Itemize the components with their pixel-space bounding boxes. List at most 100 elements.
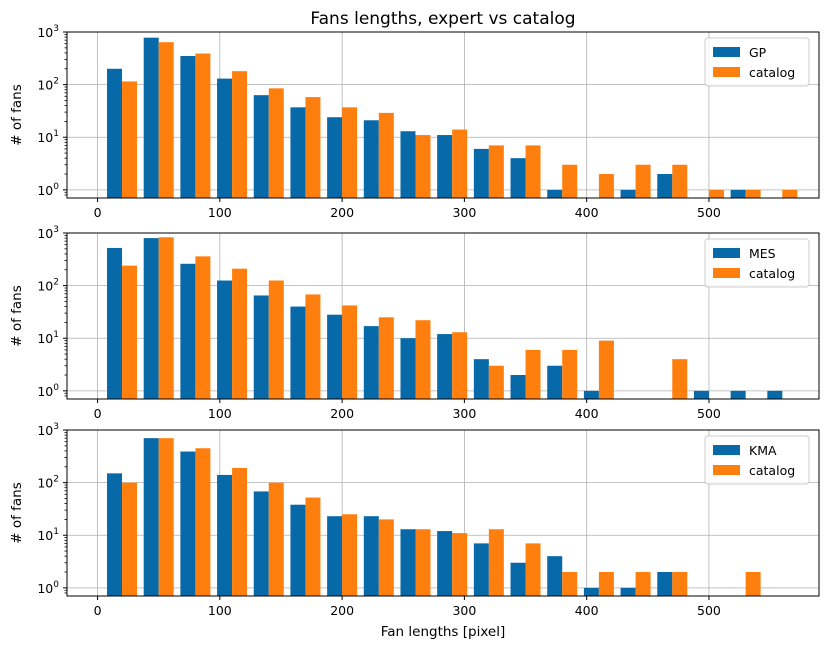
bar-gp-20 (107, 68, 123, 198)
bar-kma-80 (180, 451, 196, 596)
bar-catalog-230 (378, 317, 394, 399)
bar-mes-20 (107, 247, 123, 399)
x-tick-label: 100 (208, 205, 232, 220)
bar-gp-470 (657, 174, 673, 198)
x-tick-label: 100 (208, 406, 232, 421)
bar-catalog-320 (488, 365, 504, 399)
bar-mes-410 (583, 390, 599, 399)
bar-catalog-140 (268, 88, 284, 198)
x-tick-label: 500 (697, 205, 721, 220)
y-tick-label: 101 (37, 129, 59, 145)
bar-mes-110 (217, 280, 233, 399)
bar-catalog-20 (122, 482, 138, 596)
bar-mes-560 (767, 390, 783, 399)
bar-catalog-380 (562, 164, 578, 198)
bar-catalog-380 (562, 572, 578, 596)
legend-label: MES (749, 246, 776, 261)
bar-catalog-260 (415, 135, 431, 198)
bar-kma-380 (547, 556, 563, 596)
x-axis-label: Fan lengths [pixel] (381, 624, 506, 640)
bar-catalog-530 (745, 572, 761, 596)
bar-kma-230 (363, 516, 379, 596)
bar-kma-410 (583, 587, 599, 596)
bar-catalog-560 (782, 189, 798, 198)
x-tick-label: 300 (452, 205, 476, 220)
bar-kma-20 (107, 473, 123, 596)
x-tick-label: 300 (452, 406, 476, 421)
bar-catalog-50 (158, 42, 174, 199)
bar-catalog-500 (708, 189, 724, 198)
bar-catalog-350 (525, 145, 541, 198)
legend-label: catalog (749, 463, 795, 478)
bar-mes-170 (290, 306, 306, 399)
bar-catalog-50 (158, 237, 174, 399)
chart-title: Fans lengths, expert vs catalog (310, 9, 575, 29)
bar-kma-50 (143, 438, 159, 596)
bar-gp-440 (620, 189, 636, 198)
bar-catalog-50 (158, 438, 174, 596)
bar-catalog-140 (268, 482, 284, 596)
legend-swatch-catalog (713, 268, 740, 278)
y-tick-label: 102 (37, 475, 59, 491)
y-tick-label: 103 (37, 24, 59, 40)
legend-label: catalog (749, 65, 795, 80)
bar-catalog-200 (342, 514, 358, 596)
bar-catalog-530 (745, 189, 761, 198)
bar-catalog-350 (525, 543, 541, 596)
bar-catalog-80 (195, 53, 211, 199)
bar-catalog-110 (232, 71, 248, 198)
bar-gp-140 (253, 95, 269, 198)
legend-swatch-kma (713, 445, 740, 455)
x-tick-label: 0 (94, 603, 102, 618)
bar-catalog-140 (268, 280, 284, 399)
bar-mes-500 (693, 390, 709, 399)
y-tick-label: 102 (37, 278, 59, 294)
bar-mes-290 (437, 334, 453, 399)
bar-kma-140 (253, 491, 269, 596)
bar-catalog-170 (305, 294, 321, 399)
bar-gp-290 (437, 135, 453, 198)
bar-gp-320 (473, 148, 489, 198)
bar-catalog-470 (672, 164, 688, 198)
y-tick-label: 100 (37, 580, 59, 596)
bar-catalog-380 (562, 349, 578, 399)
chart-panel-1: 0 100 200 300 400 500 100 101 102 103 # of fans Fan… (9, 9, 820, 220)
y-axis-label: # of fans (9, 482, 25, 544)
bar-catalog-470 (672, 359, 688, 399)
bar-catalog-350 (525, 349, 541, 399)
bar-catalog-440 (635, 164, 651, 198)
bar-kma-350 (510, 562, 526, 596)
y-tick-label: 102 (37, 77, 59, 93)
x-tick-label: 400 (575, 205, 599, 220)
bar-catalog-470 (672, 572, 688, 596)
bar-catalog-20 (122, 265, 138, 399)
bar-mes-350 (510, 375, 526, 399)
y-tick-label: 103 (37, 422, 59, 438)
axes-frame (66, 232, 820, 400)
bar-catalog-230 (378, 519, 394, 596)
bar-catalog-80 (195, 256, 211, 399)
bar-gp-350 (510, 158, 526, 198)
bar-catalog-290 (452, 332, 468, 399)
bar-gp-110 (217, 78, 233, 198)
bar-catalog-320 (488, 145, 504, 198)
bar-mes-140 (253, 295, 269, 399)
legend-swatch-gp (713, 47, 740, 57)
bar-catalog-20 (122, 81, 138, 198)
y-tick-label: 101 (37, 330, 59, 346)
legend-label: catalog (749, 266, 795, 281)
bar-gp-230 (363, 120, 379, 198)
legend: MES catalog (704, 238, 810, 288)
legend-label: GP (749, 45, 767, 60)
bar-gp-380 (547, 189, 563, 198)
bar-catalog-290 (452, 129, 468, 198)
legend-label: KMA (749, 443, 777, 458)
x-tick-label: 200 (330, 603, 354, 618)
y-axis-label: # of fans (9, 84, 25, 146)
bar-mes-200 (327, 314, 343, 399)
y-tick-label: 100 (37, 182, 59, 198)
bar-mes-530 (730, 390, 746, 399)
x-tick-label: 500 (697, 406, 721, 421)
bar-kma-260 (400, 529, 416, 596)
